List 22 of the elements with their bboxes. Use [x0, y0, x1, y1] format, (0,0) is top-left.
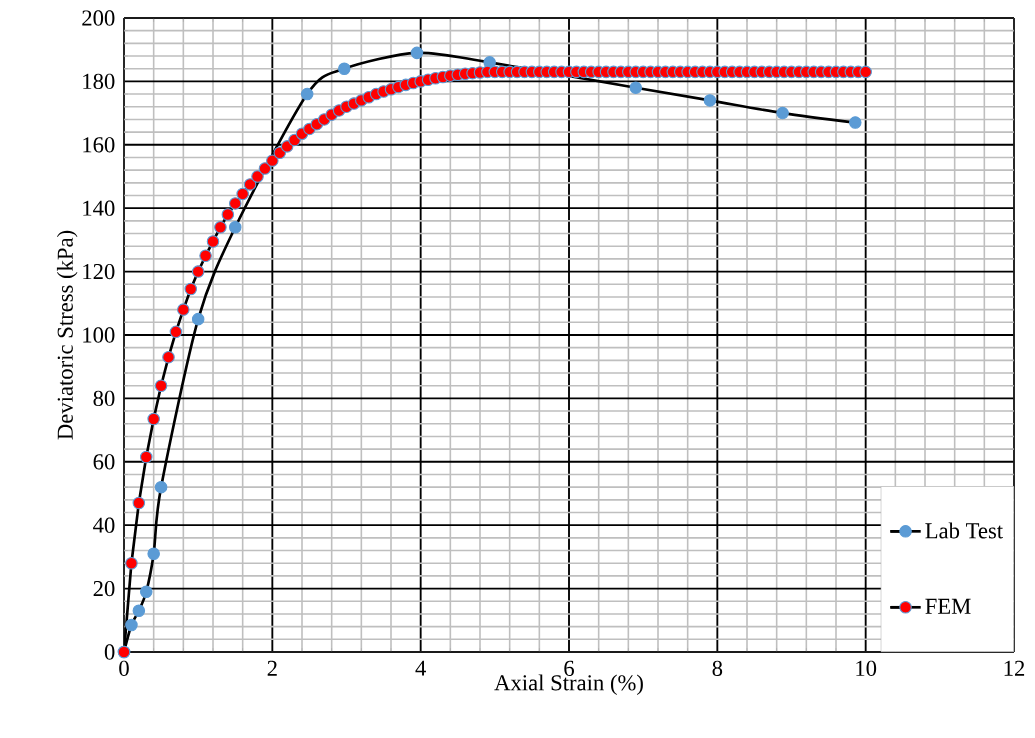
x-axis-title: Axial Strain (%) [494, 674, 643, 696]
y-tick-label: 60 [93, 454, 115, 470]
x-tick-label: 6 [564, 660, 574, 676]
x-tick-label: 2 [267, 660, 277, 676]
y-tick-label: 200 [82, 10, 115, 26]
x-tick-label: 4 [415, 660, 426, 676]
y-tick-label: 0 [104, 644, 115, 660]
y-tick-label: 100 [83, 327, 115, 343]
legend-label: Lab Test [925, 522, 1003, 539]
x-tick-label: 0 [119, 660, 129, 676]
y-tick-label: 20 [93, 580, 115, 597]
legend-label: FEM [925, 598, 971, 614]
x-tick-label: 10 [856, 660, 877, 676]
y-tick-label: 180 [83, 73, 115, 90]
y-tick-label: 160 [83, 137, 115, 153]
x-tick-label: 12 [1004, 660, 1025, 676]
y-axis-title: Deviatoric Stress (kPa) [56, 230, 78, 440]
x-tick-label: 8 [712, 660, 723, 676]
y-tick-label: 140 [83, 200, 115, 216]
y-tick-label: 40 [93, 517, 115, 533]
y-tick-label: 80 [93, 390, 115, 407]
y-tick-label: 120 [83, 263, 115, 280]
